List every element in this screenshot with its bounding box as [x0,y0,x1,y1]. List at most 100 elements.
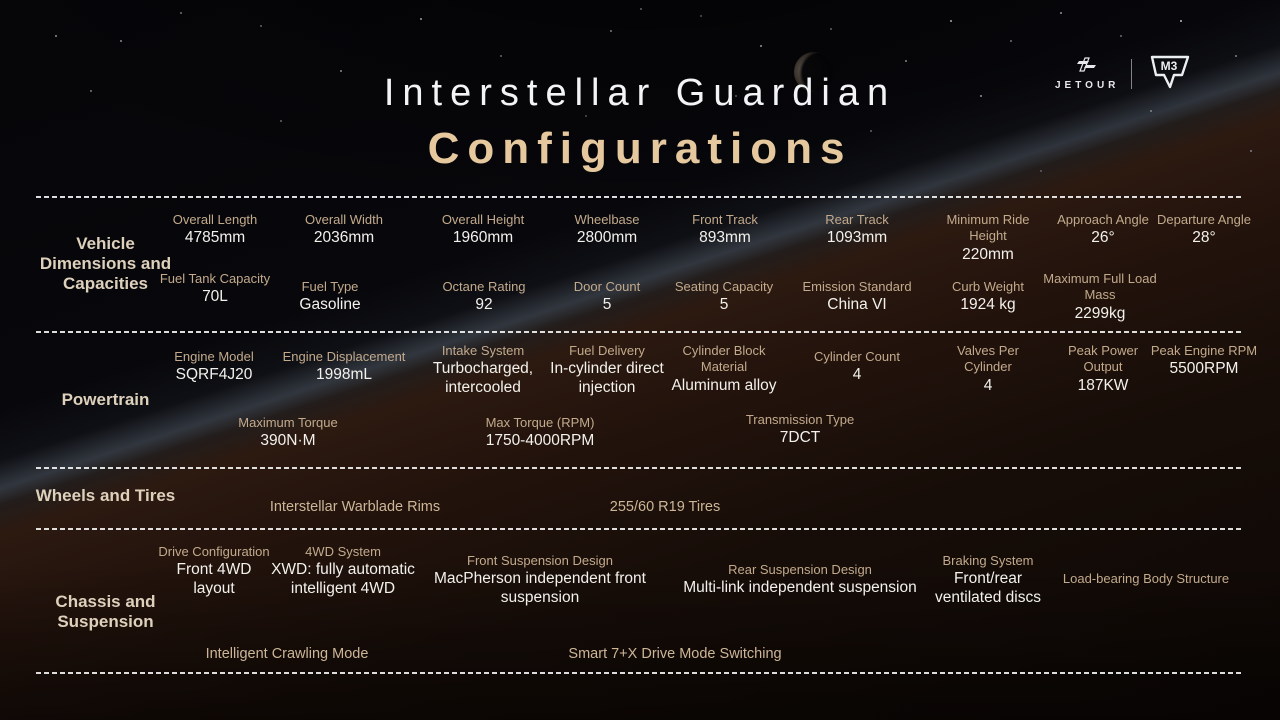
feature-tires: 255/60 R19 Tires [609,499,721,515]
spec-label: Maximum Full Load Mass [1043,271,1157,303]
feature-drive-mode: Smart 7+X Drive Mode Switching [568,646,782,662]
spec-value: 1960mm [452,229,514,247]
spec-cell: Load-bearing Body Structure [1046,571,1246,587]
spec-label: Transmission Type [745,412,855,427]
spec-value: 4 [852,366,862,384]
spec-cell: Overall Width 2036mm [279,212,409,248]
spec-cell: Peak Engine RPM 5500RPM [1149,343,1259,379]
spec-label: Door Count [573,279,641,294]
spec-value: Gasoline [299,296,361,314]
spec-cell: Wheelbase 2800mm [547,212,667,248]
divider-line [36,196,1244,198]
spec-cell: Max Torque (RPM) 1750-4000RPM [430,415,650,451]
spec-value: 893mm [699,229,751,247]
spec-label: Peak Engine RPM [1150,343,1258,358]
spec-cell: Maximum Full Load Mass 2299kg [1030,271,1170,323]
spec-cell: Front Suspension Design MacPherson indep… [420,553,660,607]
spec-value: 1093mm [826,229,888,247]
spec-label: Cylinder Count [814,349,900,364]
spec-value: XWD: fully automatic intelligent 4WD [271,561,415,597]
spec-label: Front Track [692,212,758,227]
spec-label: 4WD System [305,544,381,559]
section-header-wheels-tires: Wheels and Tires [35,486,176,505]
spec-label: Peak Power Output [1067,343,1139,375]
jetour-wordmark: JETOUR [1055,80,1120,91]
spec-label: Fuel Type [301,279,359,294]
spec-label: Fuel Tank Capacity [159,271,271,286]
feature-rims: Interstellar Warblade Rims [269,499,441,515]
spec-value: 5500RPM [1169,360,1239,378]
spec-label: Drive Configuration [158,544,270,559]
divider-line [36,331,1244,333]
spec-label: Overall Width [304,212,384,227]
spec-value: 390N·M [260,432,316,450]
spec-label: Minimum Ride Height [946,212,1030,244]
spec-value: 4 [983,376,993,394]
brand-divider [1131,59,1133,89]
spec-cell: Rear Track 1093mm [792,212,922,248]
spec-value: 1924 kg [960,296,1016,314]
spec-cell: Overall Length 4785mm [150,212,280,248]
spec-cell: Engine Displacement 1998mL [264,349,424,385]
spec-value: 187KW [1077,376,1129,394]
feature-crawling-mode: Intelligent Crawling Mode [205,646,369,662]
jetour-logo: JETOUR [1055,57,1119,91]
spec-value: 92 [475,296,493,314]
spec-label: Braking System [942,553,1034,568]
svg-text:M3: M3 [1161,59,1178,73]
spec-label: Octane Rating [442,279,526,294]
divider-line [36,528,1244,530]
spec-label: Departure Angle [1157,212,1251,227]
spec-cell: Fuel Type Gasoline [270,279,390,315]
spec-label: Overall Height [441,212,525,227]
spec-value: 4785mm [184,229,246,247]
spec-cell: Curb Weight 1924 kg [923,279,1053,315]
spec-label: Front Suspension Design [467,553,613,568]
spec-cell: Peak Power Output 187KW [1048,343,1158,395]
spec-label: Cylinder Block Material [682,343,766,375]
spec-cell: Overall Height 1960mm [418,212,548,248]
spec-label: Intake System [441,343,525,358]
spec-label: Curb Weight [951,279,1024,294]
spec-cell: Valves Per Cylinder 4 [933,343,1043,395]
spec-value: Front/rear ventilated discs [935,570,1041,606]
mk3-badge-icon: M3 [1144,51,1196,98]
spec-cell: Front Track 893mm [665,212,785,248]
spec-cell: Fuel Tank Capacity 70L [155,271,275,307]
spec-label: Engine Model [174,349,254,364]
spec-label: Engine Displacement [282,349,406,364]
jetour-glyph-icon [1073,57,1101,77]
brand-lockup: JETOUR M3 [1055,50,1240,98]
spec-label: Max Torque (RPM) [485,415,595,430]
spec-label: Valves Per Cylinder [957,343,1019,375]
spec-label: Rear Suspension Design [728,562,872,577]
spec-value: 1998mL [315,366,372,384]
spec-value: 220mm [962,245,1014,263]
spec-cell: Cylinder Block Material Aluminum alloy [659,343,789,395]
spec-cell: Octane Rating 92 [419,279,549,315]
spec-cell: Minimum Ride Height 220mm [933,212,1043,264]
spec-value: Front 4WD layout [176,561,252,597]
slide-subtitle: Configurations [427,124,853,173]
spec-cell: Maximum Torque 390N·M [188,415,388,451]
spec-label: Fuel Delivery [569,343,645,358]
spec-label: Seating Capacity [674,279,774,294]
spec-value: Aluminum alloy [671,376,777,394]
spec-label: Wheelbase [574,212,640,227]
spec-cell: Door Count 5 [552,279,662,315]
section-header-powertrain: Powertrain [61,390,150,409]
spec-value: In-cylinder direct injection [550,360,664,396]
spec-value: 1750-4000RPM [485,432,595,450]
spec-label: Load-bearing Body Structure [1062,571,1230,586]
spec-value: 28° [1192,229,1216,247]
spec-value: Multi-link independent suspension [683,579,917,597]
spec-cell: Cylinder Count 4 [792,349,922,385]
divider-line [36,672,1244,674]
spec-value: 2036mm [313,229,375,247]
spec-cell: Rear Suspension Design Multi-link indepe… [670,562,930,598]
spec-cell: Fuel Delivery In-cylinder direct injecti… [547,343,667,397]
spec-cell: Approach Angle 26° [1043,212,1163,248]
spec-label: Maximum Torque [238,415,338,430]
spec-label: Overall Length [172,212,258,227]
